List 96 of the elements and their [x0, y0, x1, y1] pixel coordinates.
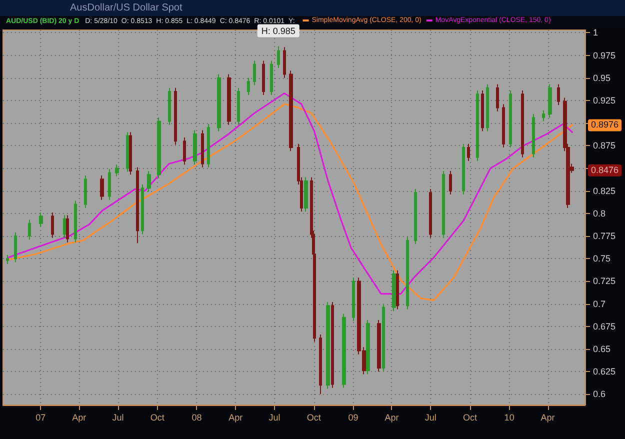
x-tick-label: Oct	[150, 412, 165, 422]
candlestick	[201, 130, 204, 168]
candlestick	[319, 334, 322, 395]
annotation: H: 0.985	[261, 26, 296, 36]
candlestick	[63, 214, 66, 238]
candlestick	[481, 90, 484, 132]
candlestick	[548, 84, 552, 118]
candlestick	[462, 143, 465, 195]
y-tick-label: 0.8	[593, 208, 606, 218]
candlestick	[542, 110, 545, 122]
candlestick	[237, 87, 240, 126]
candlestick	[342, 313, 346, 388]
candlestick	[227, 74, 231, 126]
y-tick-label: 0.775	[593, 231, 616, 242]
candlestick	[414, 188, 417, 245]
candlestick	[377, 320, 381, 372]
y-tick-label: 0.95	[593, 72, 611, 83]
candlestick	[136, 166, 139, 244]
candlestick	[304, 176, 308, 212]
candlestick	[108, 168, 111, 200]
candlestick	[100, 174, 104, 200]
candlestick	[496, 84, 499, 112]
candlestick	[247, 77, 250, 96]
candlestick	[486, 84, 489, 132]
x-tick-label: Jul	[112, 412, 124, 422]
x-tick-label: Apr	[228, 412, 243, 422]
x-tick-label: 08	[192, 412, 202, 422]
candlestick	[147, 170, 151, 192]
candlestick	[174, 87, 177, 146]
candlestick	[396, 270, 399, 310]
candlestick	[283, 46, 286, 78]
annotation: 0.8976	[591, 120, 619, 130]
candlestick	[126, 132, 129, 172]
candlestick	[207, 123, 210, 168]
candlestick	[502, 104, 505, 148]
y-tick-label: 0.925	[593, 95, 616, 106]
y-tick-label: 0.875	[593, 140, 616, 151]
candlestick	[217, 74, 221, 132]
candlestick	[442, 170, 445, 238]
y-tick-label: 1	[593, 28, 598, 38]
x-tick-label: Oct	[462, 412, 478, 422]
candlestick	[331, 301, 334, 388]
candlestick	[509, 90, 512, 148]
candlestick	[193, 130, 197, 166]
candlestick	[557, 84, 560, 106]
candlestick	[532, 114, 535, 158]
y-tick-label: 0.625	[593, 366, 616, 377]
candlestick	[51, 212, 54, 238]
candlestick	[74, 200, 77, 243]
candlestick	[157, 117, 161, 179]
y-tick-label: 0.7	[593, 298, 606, 309]
candlestick	[406, 236, 409, 310]
x-tick-label: Jul	[268, 412, 280, 422]
y-tick-label: 0.975	[593, 50, 616, 60]
candlestick	[262, 60, 265, 96]
y-tick-label: 0.725	[593, 276, 616, 286]
candlestick	[429, 188, 432, 238]
x-tick-label: 09	[348, 412, 358, 422]
chart-title: AusDollar/US Dollar Spot	[70, 2, 182, 14]
y-tick-label: 0.75	[593, 254, 611, 264]
candlestick	[6, 254, 9, 265]
candlestick	[129, 132, 132, 176]
candlestick	[39, 212, 43, 228]
annotation: 0.8476	[591, 164, 619, 175]
y-tick-label: 0.675	[593, 321, 616, 332]
candlestick	[289, 70, 293, 152]
x-tick-label: Oct	[306, 412, 322, 422]
candlestick	[168, 87, 171, 126]
candlestick	[326, 301, 330, 390]
candlestick	[521, 90, 524, 158]
candlestick	[467, 143, 470, 162]
candlestick	[84, 174, 87, 209]
x-tick-label: Apr	[540, 412, 555, 422]
candlestick	[366, 320, 370, 375]
candlestick	[476, 90, 479, 162]
x-tick-label: Apr	[384, 412, 399, 422]
candlestick	[66, 214, 69, 243]
y-tick-label: 0.65	[593, 344, 611, 354]
x-tick-label: 07	[36, 412, 46, 422]
candlestick	[392, 270, 396, 312]
candlestick	[352, 277, 355, 322]
candlestick	[270, 60, 273, 96]
candlestick	[183, 137, 186, 166]
candlestick	[28, 219, 31, 240]
candlestick	[449, 170, 452, 195]
candlestick	[253, 60, 256, 86]
x-tick-label: Apr	[72, 412, 86, 422]
candlestick	[277, 46, 280, 68]
candlestick	[115, 164, 119, 177]
x-tick-label: 10	[504, 412, 514, 422]
y-tick-label: 0.825	[593, 186, 616, 196]
candlestick	[382, 303, 385, 372]
y-tick-label: 0.6	[593, 389, 606, 400]
candlestick	[141, 184, 144, 235]
candlestick	[14, 232, 17, 263]
x-tick-label: Jul	[424, 412, 436, 422]
